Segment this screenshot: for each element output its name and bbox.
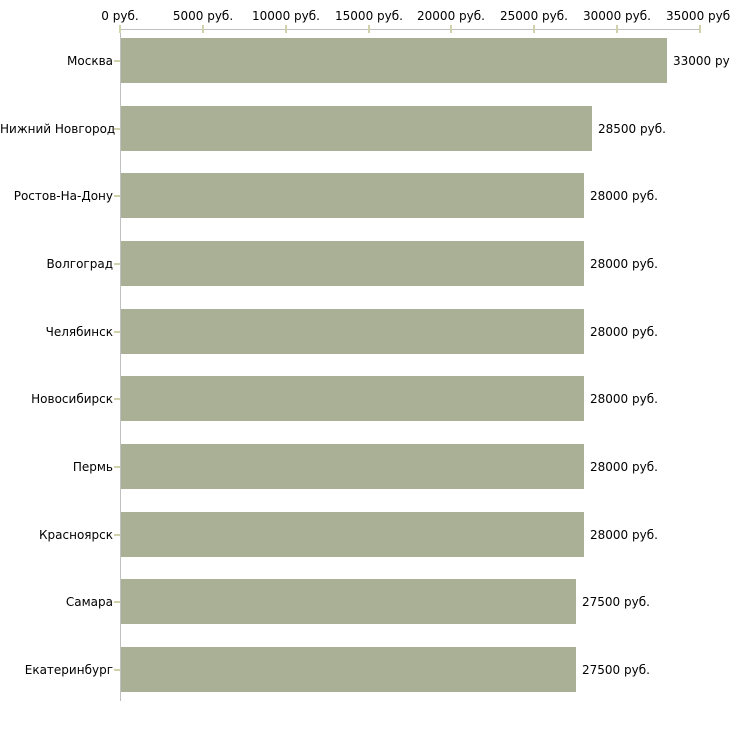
x-axis-tick-label: 10000 руб. xyxy=(252,9,320,23)
value-label: 28000 руб. xyxy=(590,460,658,474)
x-axis-tick xyxy=(616,25,618,33)
x-axis-tick-label: 35000 руб. xyxy=(666,9,730,23)
x-axis-tick-label: 25000 руб. xyxy=(500,9,568,23)
category-tick xyxy=(114,195,120,197)
category-tick xyxy=(114,534,120,536)
bar xyxy=(121,309,584,354)
value-label: 27500 руб. xyxy=(582,663,650,677)
category-tick xyxy=(114,60,120,62)
category-label: Нижний Новгород xyxy=(0,122,116,136)
category-tick xyxy=(114,263,120,265)
x-axis-tick xyxy=(119,25,121,33)
category-label: Ростов-На-Дону xyxy=(13,189,113,203)
category-tick xyxy=(114,601,120,603)
bar xyxy=(121,106,592,151)
x-axis-tick-label: 5000 руб. xyxy=(172,9,234,23)
x-axis-tick xyxy=(285,25,287,33)
category-tick xyxy=(114,128,120,130)
bar xyxy=(121,241,584,286)
category-tick xyxy=(114,669,120,671)
x-axis-tick xyxy=(202,25,204,33)
x-axis-tick-label: 30000 руб. xyxy=(583,9,651,23)
value-label: 28000 руб. xyxy=(590,189,658,203)
x-axis-tick-label: 20000 руб. xyxy=(417,9,485,23)
bar xyxy=(121,173,584,218)
value-label: 27500 руб. xyxy=(582,595,650,609)
bar xyxy=(121,579,576,624)
value-label: 28000 руб. xyxy=(590,325,658,339)
value-label: 28000 руб. xyxy=(590,257,658,271)
x-axis-tick xyxy=(368,25,370,33)
value-label: 28500 руб. xyxy=(598,122,666,136)
value-label: 28000 руб. xyxy=(590,392,658,406)
bar xyxy=(121,376,584,421)
bar xyxy=(121,512,584,557)
y-axis-line xyxy=(120,29,121,701)
bar xyxy=(121,647,576,692)
category-label: Пермь xyxy=(72,460,113,474)
category-label: Красноярск xyxy=(39,528,113,542)
value-label: 28000 руб. xyxy=(590,528,658,542)
value-label: 33000 руб. xyxy=(673,54,730,68)
category-label: Новосибирск xyxy=(31,392,113,406)
category-tick xyxy=(114,331,120,333)
category-label: Волгоград xyxy=(46,257,113,271)
bar xyxy=(121,444,584,489)
category-label: Екатеринбург xyxy=(24,663,113,677)
category-label: Челябинск xyxy=(45,325,113,339)
x-axis-tick-label: 0 руб. xyxy=(101,9,139,23)
category-label: Самара xyxy=(65,595,113,609)
category-label: Москва xyxy=(67,54,113,68)
category-tick xyxy=(114,466,120,468)
bar xyxy=(121,38,667,83)
x-axis-tick xyxy=(450,25,452,33)
x-axis-line xyxy=(120,29,701,30)
category-tick xyxy=(114,398,120,400)
x-axis-tick-label: 15000 руб. xyxy=(335,9,403,23)
x-axis-tick xyxy=(533,25,535,33)
x-axis-tick xyxy=(699,25,701,33)
